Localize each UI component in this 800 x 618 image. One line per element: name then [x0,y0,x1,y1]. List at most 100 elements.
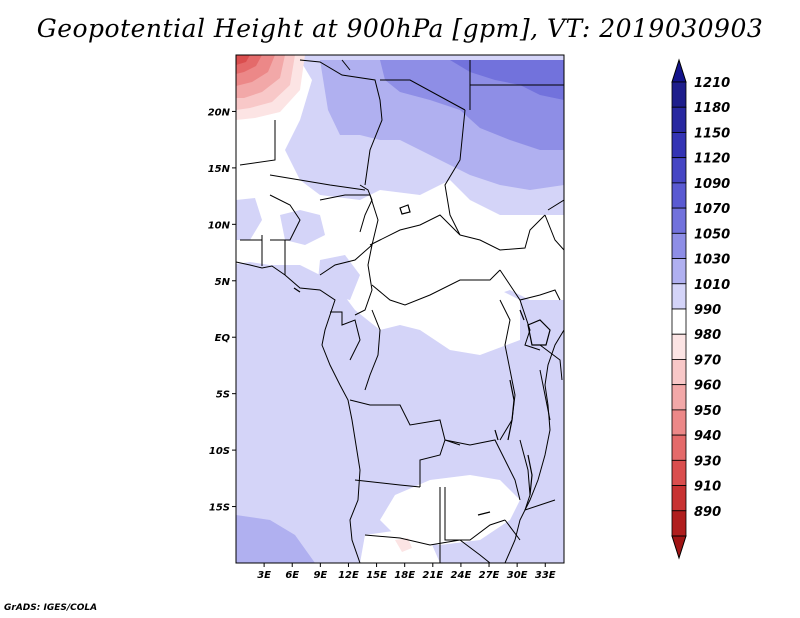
lake-chad [399,204,411,215]
field-1010-patch-a [280,210,325,245]
lat-tick-label: 10S [209,446,230,457]
colorbar-label: 1050 [694,227,730,242]
lon-tick-label: 21E [422,570,443,581]
plot-frame [235,54,565,564]
field-1010-patch-c [236,198,262,240]
colorbar-swatch [671,283,687,310]
field-1070-north [450,60,564,100]
lon-tick-label: 33E [535,570,556,581]
border-mali-niger [299,59,383,186]
map-title: Geopotential Height at 900hPa [gpm], VT:… [36,14,764,43]
colorbar-label: 950 [694,404,721,419]
colorbar-label: 1210 [694,76,730,91]
field-990-spot [395,538,412,552]
lat-tick-label: 15N [208,164,231,175]
lat-tick-label: 5S [216,390,230,401]
border-zambia-south [444,487,506,541]
colorbar-label: 930 [694,454,721,469]
lon-tick-label: 9E [313,570,327,581]
border-chad-sudan [444,109,466,236]
colorbar-swatch [671,333,687,360]
colorbar-label: 1180 [694,101,730,116]
lat-tick-label: 20N [208,107,231,118]
border-nile [359,184,373,233]
colorbar-swatch [671,157,687,184]
lon-tick-label: 6E [285,570,299,581]
lon-tick-label: 15E [366,570,387,581]
colorbar-swatch [671,409,687,436]
lon-tick-label: 24E [451,570,472,581]
border-malawi [519,439,531,511]
colorbar-bottom-arrow [671,535,687,560]
border-lake-east [539,369,551,421]
border-angola-east [419,439,446,487]
lon-tick-label: 27E [479,570,500,581]
border-ethiopia [544,214,564,251]
border-ethiopia-sudan [547,199,564,211]
lake-tanganyika [507,379,515,441]
border-car-south [371,269,501,306]
colorbar-top-arrow [671,58,687,83]
colorbar-swatch [671,207,687,234]
lat-tick-label: 5N [215,277,231,288]
field-940-nw [236,55,250,65]
grads-credit: GrADS: IGES/COLA [4,603,98,613]
colorbar-swatch [671,510,687,537]
colorbar-label: 1010 [694,278,730,293]
colorbar-swatch [671,258,687,285]
lon-tick-label: 30E [507,570,528,581]
lon-tick-label: 3E [257,570,271,581]
field-white-south [380,475,520,545]
field-white-congo [400,280,520,355]
colorbar-label: 1070 [694,202,730,217]
lake-victoria [527,319,551,346]
colorbar-label: 970 [694,353,721,368]
border-southafrica [364,534,491,563]
colorbar-swatch [671,132,687,159]
border-mozambique [504,499,556,541]
border-uganda-kenya [519,299,541,351]
colorbar-label: 1090 [694,177,730,192]
coastline-east [504,329,564,563]
colorbar-label: 890 [694,505,721,520]
lat-tick-label: 10N [208,220,231,231]
lat-tick-label: EQ [215,333,231,344]
colorbar-label: 1150 [694,126,730,141]
colorbar-swatch [671,232,687,259]
country-borders [236,59,564,563]
field-1010-patch-b [318,255,360,300]
lake-kariba [477,511,491,516]
border-zambia [444,439,521,501]
border-angola-south [354,479,421,488]
border-niger-south [269,174,366,191]
border-libya-chad [380,79,466,111]
coastline-west [236,261,361,563]
border-sudan-southsudan [459,214,546,251]
field-white-sahel [236,60,564,330]
colorbar-label: 1120 [694,152,730,167]
lake-malawi [527,454,533,496]
latitude-axis: 20N 15N 10N 5N EQ 5S 10S 15S [208,107,236,514]
colorbar-swatch [671,434,687,461]
colorbar-swatch [671,106,687,133]
colorbar-label: 940 [694,429,721,444]
colorbar-label: 980 [694,328,721,343]
border-gabon-congo [330,311,361,361]
colorbar-swatch [671,81,687,108]
colorbar-swatch [671,308,687,335]
border-algeria-libya [341,59,351,71]
border-congo-drc [364,309,381,391]
lon-tick-label: 18E [394,570,415,581]
border-southsudan-south [499,269,561,301]
colorbar-label: 960 [694,379,721,394]
colorbar-swatch [671,459,687,486]
border-nigeria [319,194,379,276]
lakes [293,204,551,516]
lake-volta [293,287,301,293]
colorbar-label: 990 [694,303,721,318]
colorbar: 1210 1180 1150 1120 1090 1070 1050 1030 1010 990 9… [671,58,730,560]
lake-albert [519,309,525,321]
colorbar-swatch [671,384,687,411]
field-1030-southwest [236,515,315,563]
